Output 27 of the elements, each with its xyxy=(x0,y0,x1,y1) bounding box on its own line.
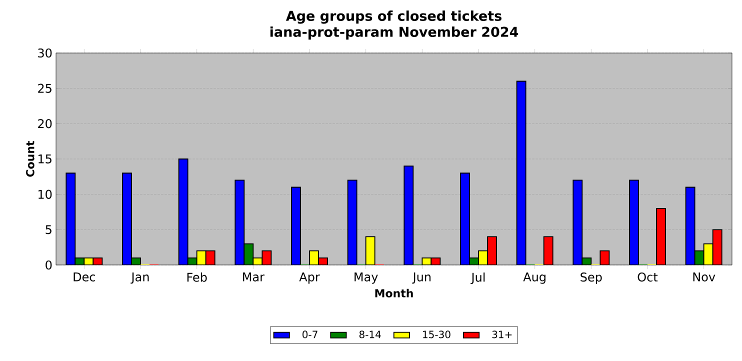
chart-title: Age groups of closed tickets xyxy=(286,10,502,24)
x-tick-label: Aug xyxy=(523,272,546,284)
x-tick-label: Apr xyxy=(299,272,320,284)
y-tick-label: 10 xyxy=(38,190,52,199)
y-tick-label: 15 xyxy=(38,154,52,164)
x-tick-label: Jun xyxy=(412,272,431,284)
y-axis-title: Count xyxy=(26,140,34,177)
x-tick-label: Dec xyxy=(74,272,96,282)
y-tick-label: 5 xyxy=(46,225,52,234)
x-tick-label: May xyxy=(354,272,378,284)
y-tick-label: 0 xyxy=(46,260,52,270)
x-tick-label: Feb xyxy=(187,272,207,282)
x-tick-label: Jan xyxy=(130,272,149,284)
x-tick-label: Oct xyxy=(638,272,658,282)
x-tick-label: Sep xyxy=(580,272,602,284)
legend-label: 15-30 xyxy=(423,330,450,338)
x-axis-title: Month xyxy=(375,288,413,298)
chart-subtitle: iana-prot-param November 2024 xyxy=(270,26,518,40)
legend-label: 31+ xyxy=(492,330,512,338)
x-tick-label: Nov xyxy=(693,272,716,282)
legend-label: 8-14 xyxy=(359,330,381,338)
y-tick-label: 20 xyxy=(38,119,52,128)
legend-label: 0-7 xyxy=(302,330,318,338)
y-tick-label: 25 xyxy=(38,84,52,93)
x-tick-label: Jul xyxy=(470,272,485,284)
x-tick-label: Mar xyxy=(243,272,265,282)
y-tick-label: 30 xyxy=(38,48,52,58)
